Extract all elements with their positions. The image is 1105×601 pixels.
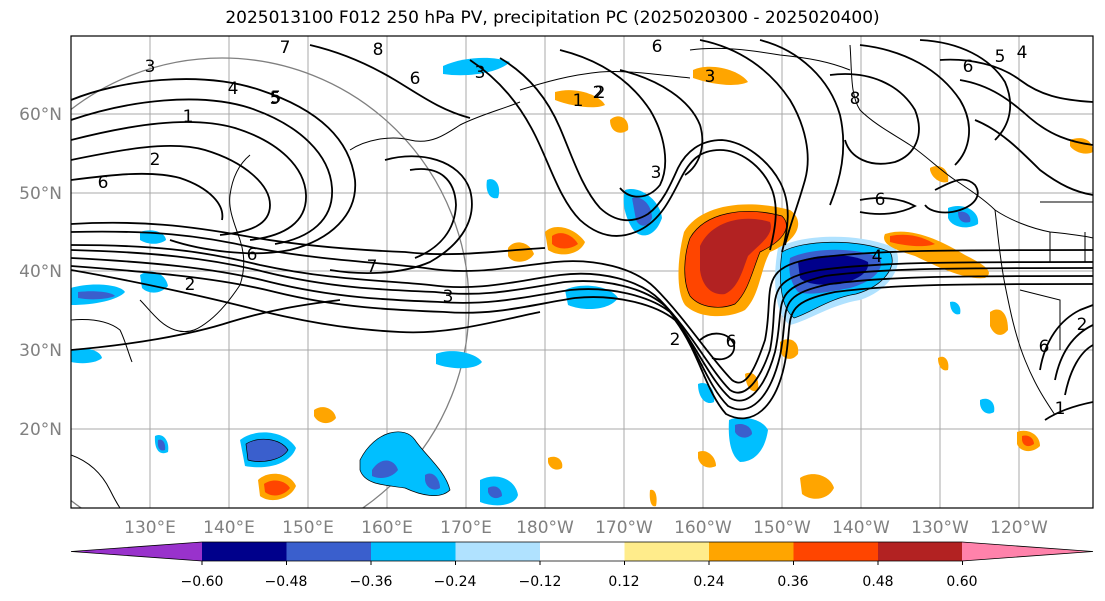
lon-label-140w: 140°W: [832, 518, 890, 538]
colorbar-extend-min: [71, 542, 202, 561]
contour-label: 6: [963, 57, 974, 77]
lon-label-130e: 130°E: [124, 518, 176, 538]
lat-label-50n: 50°N: [19, 184, 62, 204]
map-title: 2025013100 F012 250 hPa PV, precipitatio…: [225, 8, 880, 28]
contour-label: 3: [145, 57, 156, 77]
colorbar-ticks: −0.60 −0.48 −0.36 −0.24 −0.12 0.12 0.24 …: [181, 574, 978, 590]
cb-tick-label: −0.48: [265, 574, 308, 590]
cb-tick-label: 0.24: [693, 574, 724, 590]
colorbar-segment: [286, 542, 372, 561]
cb-tick-label: 0.60: [946, 574, 977, 590]
shading-outlines: [245, 211, 893, 496]
lon-label-130w: 130°W: [911, 518, 969, 538]
contour-label: 1: [573, 91, 584, 111]
lon-label-150e: 150°E: [282, 518, 334, 538]
cb-tick-label: −0.12: [519, 574, 562, 590]
contour-label: 2: [185, 275, 196, 295]
colorbar-segment: [878, 542, 963, 561]
contour-label: 6: [98, 173, 109, 193]
colorbar-segment: [202, 542, 287, 561]
contour-label: 2: [150, 150, 161, 170]
contour-label: 3: [651, 163, 662, 183]
contour-label: 5: [271, 88, 282, 108]
colorbar-segment: [455, 542, 541, 561]
cb-tick-label: 0.36: [777, 574, 808, 590]
colorbar-segment: [371, 542, 456, 561]
contour-label: 6: [247, 245, 258, 265]
lon-label-140e: 140°E: [203, 518, 255, 538]
pv-contours: [71, 39, 1093, 421]
contour-label: 2: [595, 83, 606, 103]
lat-label-20n: 20°N: [19, 420, 62, 440]
contour-label: 2: [593, 83, 604, 103]
cb-tick-label: −0.24: [434, 574, 477, 590]
contour-label: 4: [228, 79, 239, 99]
lon-label-150w: 150°W: [753, 518, 811, 538]
lat-label-30n: 30°N: [19, 341, 62, 361]
colorbar-segment: [624, 542, 710, 561]
contour-label: 7: [367, 257, 378, 277]
cb-tick-label: 0.12: [608, 574, 639, 590]
cb-tick-label: −0.60: [181, 574, 224, 590]
colorbar-segment: [540, 542, 625, 561]
contour-label: 2: [670, 330, 681, 350]
map-border: [70, 35, 1094, 509]
contour-label: 6: [1039, 337, 1050, 357]
contour-label: 7: [280, 38, 291, 58]
reference-circle: [71, 57, 470, 508]
contour-label: 1: [1055, 399, 1066, 419]
contour-label: 8: [850, 89, 861, 109]
contour-label: 5: [270, 89, 281, 109]
contour-label: 1: [183, 107, 194, 127]
contour-label: 6: [652, 37, 663, 57]
contour-label: 3: [475, 63, 486, 83]
cb-tick-label: 0.48: [862, 574, 893, 590]
colorbar-extend-max: [962, 542, 1093, 561]
lat-label-60n: 60°N: [19, 105, 62, 125]
lon-label-180w: 180°W: [516, 518, 574, 538]
lon-label-120w: 120°W: [990, 518, 1048, 538]
lon-label-170e: 170°E: [440, 518, 492, 538]
latitude-labels: 60°N 50°N 40°N 30°N 20°N: [19, 105, 62, 440]
contour-label: 3: [705, 67, 716, 87]
cb-tick-label: −0.36: [350, 574, 393, 590]
contour-label: 2: [1077, 315, 1088, 335]
lon-label-160e: 160°E: [361, 518, 413, 538]
contour-label: 6: [875, 190, 886, 210]
colorbar-segment: [709, 542, 794, 561]
contour-label: 4: [1017, 43, 1028, 63]
contour-label: 6: [410, 69, 421, 89]
colorbar: [70, 541, 1094, 565]
lon-label-160w: 160°W: [674, 518, 732, 538]
contour-label: 3: [443, 287, 454, 307]
lon-label-170w: 170°W: [595, 518, 653, 538]
contour-label: 4: [872, 247, 883, 267]
colorbar-segment: [793, 542, 879, 561]
contour-label: 8: [373, 40, 384, 60]
contour-label: 6: [726, 332, 737, 352]
lat-label-40n: 40°N: [19, 262, 62, 282]
contour-label: 5: [995, 47, 1006, 67]
longitude-labels: 130°E 140°E 150°E 160°E 170°E 180°W 170°…: [124, 518, 1048, 538]
